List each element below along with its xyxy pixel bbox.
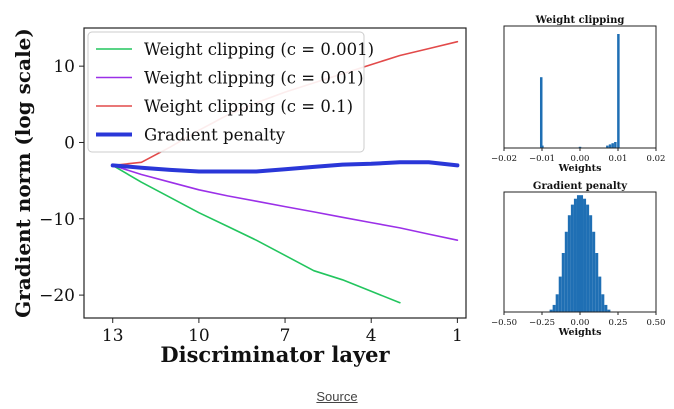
histogram-bar: [583, 198, 587, 312]
histogram-x-tick-label: 0.25: [609, 318, 628, 328]
histogram-bar: [608, 144, 612, 148]
weight-clipping-histogram: Weight clipping −0.02 −0.01 0.00 0.01 0.02 Wei…: [491, 15, 666, 174]
plot-frame: [83, 27, 467, 319]
histogram-x-tick-label: 0.50: [647, 318, 666, 328]
histogram-bar: [604, 304, 608, 312]
histogram-bar: [589, 215, 593, 312]
histogram-bar: [541, 145, 544, 148]
source-link[interactable]: Source: [316, 389, 358, 404]
legend-box: [87, 31, 365, 153]
histogram-bar: [570, 204, 574, 312]
y-tick-label: −10: [39, 210, 75, 230]
histogram-frame: [503, 25, 657, 149]
histogram-bar: [578, 146, 582, 148]
histogram-x-axis-title: Weights: [558, 163, 602, 174]
series-line: [111, 164, 459, 241]
x-tick-label: 4: [366, 326, 377, 346]
histogram-title: Weight clipping: [535, 15, 625, 26]
y-tick-label: 0: [64, 133, 75, 153]
histogram-bar: [576, 195, 580, 312]
legend-label: Gradient penalty: [144, 126, 286, 145]
series-line: [110, 160, 460, 174]
histogram-bar: [601, 294, 605, 312]
histogram-bar: [567, 215, 571, 312]
histogram-x-tick-label: −0.01: [529, 154, 555, 164]
histogram-bar: [614, 142, 617, 148]
histogram-x-tick-label: 0.00: [571, 154, 590, 164]
histogram-x-axis-title: Weights: [558, 327, 602, 338]
x-tick-label: 7: [280, 326, 291, 346]
series-line: [111, 164, 401, 304]
x-tick-label: 1: [452, 326, 463, 346]
histogram-x-tick-label: 0.02: [647, 154, 666, 164]
histogram-bar: [580, 195, 584, 312]
histogram-bar: [555, 294, 559, 312]
histogram-x-tick-label: 0.00: [571, 318, 590, 328]
histogram-bar: [607, 309, 611, 312]
y-tick-label: −20: [39, 286, 75, 306]
histogram-x-tick-label: 0.01: [609, 154, 628, 164]
histogram-bar: [561, 253, 565, 312]
histogram-bar: [549, 309, 553, 312]
histogram-bar: [598, 276, 602, 312]
histogram-x-tick-label: −0.02: [491, 154, 517, 164]
legend-label: Weight clipping (c = 0.001): [144, 40, 374, 59]
histogram-x-tick-label: −0.50: [491, 318, 517, 328]
histogram-bar: [617, 34, 620, 148]
y-tick-label: 10: [53, 57, 75, 77]
histogram-bar: [595, 253, 599, 312]
histogram-bar: [606, 145, 609, 148]
x-axis-title: Discriminator layer: [160, 342, 390, 367]
legend-label: Weight clipping (c = 0.1): [144, 97, 353, 116]
histogram-title: Gradient penalty: [533, 181, 628, 192]
histogram-bar: [564, 231, 568, 312]
histogram-x-tick-label: −0.25: [529, 318, 555, 328]
gradient-norm-chart: 13 10 7 4 1 10 0 −10 −20 Discriminator layer Gradi…: [11, 27, 467, 367]
gradient-penalty-histogram: Gradient penalty −0.50 −0.25 0.00 0.25 0.50 We…: [491, 181, 666, 338]
histogram-bar: [586, 204, 590, 312]
x-tick-label: 13: [102, 326, 124, 346]
histogram-bar: [539, 77, 543, 148]
legend-label: Weight clipping (c = 0.01): [144, 69, 364, 88]
histogram-bar: [573, 198, 577, 312]
histogram-bar: [558, 276, 562, 312]
histogram-bar: [592, 231, 596, 312]
y-axis-title: Gradient norm (log scale): [11, 28, 35, 318]
histogram-bar: [552, 304, 556, 312]
histogram-bar: [611, 143, 614, 148]
x-tick-label: 10: [188, 326, 210, 346]
